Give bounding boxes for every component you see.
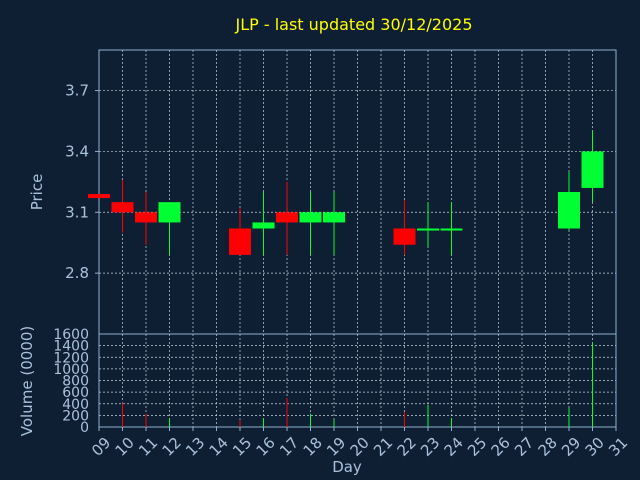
x-tick-label: 30 [582,434,608,460]
x-tick-label: 15 [229,434,255,460]
candle-body [558,192,580,229]
candle-body [581,151,604,188]
x-tick-label: 14 [206,434,232,460]
chart-title: JLP - last updated 30/12/2025 [234,15,472,34]
candle-body [88,194,110,199]
x-tick-label: 11 [135,434,161,460]
x-tick-label: 19 [323,434,349,460]
price-tick-label: 3.7 [65,82,89,100]
candle-body [158,202,181,223]
x-tick-label: 20 [347,434,373,460]
x-tick-label: 18 [300,434,326,460]
candle-body [323,212,345,223]
x-tick-label: 31 [605,434,631,460]
x-tick-label: 22 [394,434,420,460]
volume-tick-label: 400 [62,397,89,413]
volume-axis-label: Volume (0000) [18,326,36,436]
x-axis-label: Day [332,458,362,476]
x-tick-label: 29 [558,434,584,460]
price-tick-label: 2.8 [65,264,89,282]
volume-tick-label: 0 [80,420,89,436]
x-tick-label: 25 [464,434,490,460]
candle-body [252,222,275,229]
volume-tick-label: 1400 [53,339,89,355]
x-tick-label: 28 [535,434,561,460]
volume-tick-label: 1000 [53,362,89,378]
x-tick-label: 13 [182,434,208,460]
candle-body [111,202,134,213]
x-tick-label: 09 [88,434,114,460]
candle-body [135,212,157,223]
candle-body [276,212,298,223]
volume-tick-label: 1200 [53,350,89,366]
x-tick-label: 12 [159,434,185,460]
candle-body [393,228,416,245]
price-panel: 2.8 3.1 3.4 3.7 [65,49,617,335]
x-axis: 0910111213141516171819202122232425262728… [88,427,631,460]
price-axis-label: Price [28,174,46,211]
x-tick-label: 16 [253,434,279,460]
x-tick-label: 23 [417,434,443,460]
x-tick-label: 26 [488,434,514,460]
price-tick-label: 3.4 [65,142,89,160]
price-tick-label: 3.1 [65,203,89,221]
x-tick-label: 17 [276,434,302,460]
volume-tick-label: 600 [62,385,89,401]
candle-body [229,228,251,255]
candle-body [299,212,322,223]
candle-body [440,228,463,231]
volume-tick-label: 1600 [53,327,89,343]
x-tick-label: 24 [441,434,467,460]
x-tick-label: 21 [370,434,396,460]
candle-body [417,228,439,231]
x-tick-label: 10 [112,434,138,460]
volume-tick-label: 200 [62,408,89,424]
volume-tick-label: 800 [62,374,89,390]
x-tick-label: 27 [511,434,537,460]
